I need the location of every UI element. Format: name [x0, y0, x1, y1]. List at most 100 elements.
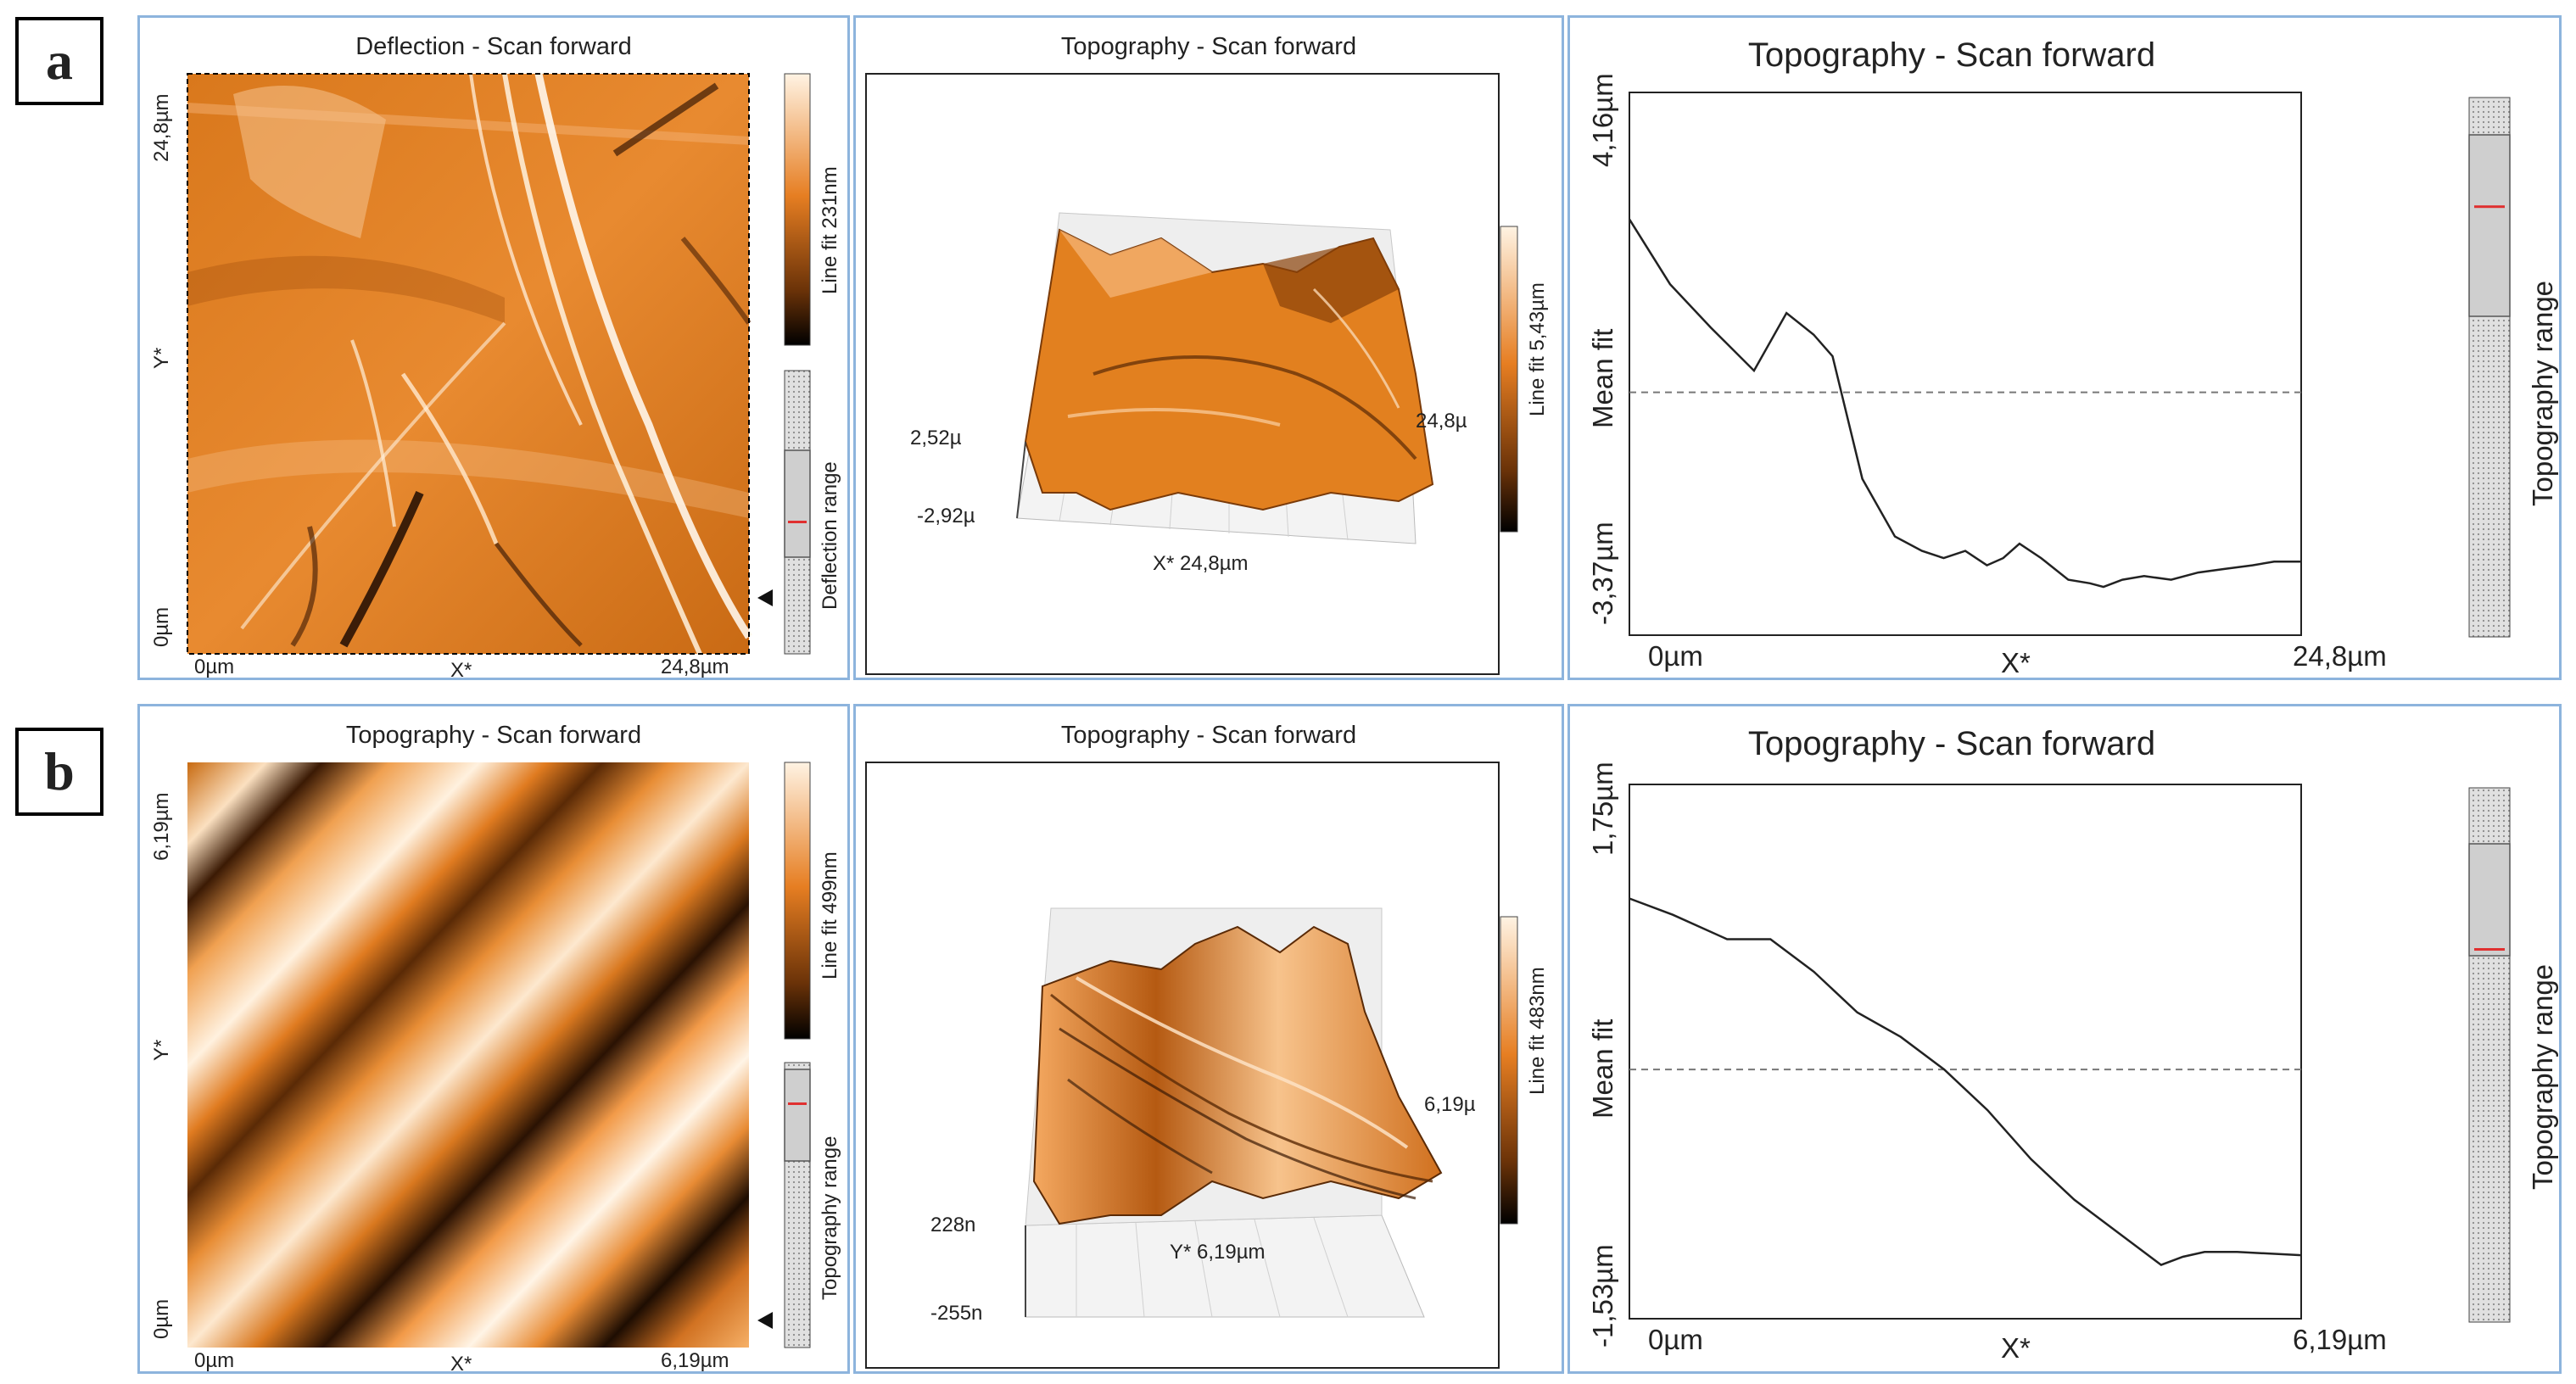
- colorbar: [784, 762, 811, 1040]
- x-axis-label: X*: [450, 659, 472, 680]
- x-left-label: 0µm: [1648, 1324, 1703, 1355]
- side-label: 24,8µ: [1416, 410, 1467, 432]
- range-pointer: [757, 1312, 773, 1329]
- range-label: Topography range: [2527, 280, 2558, 506]
- z-low-label: -255n: [930, 1302, 983, 1325]
- range-label: Topography range: [819, 1136, 841, 1300]
- range-window: [2468, 843, 2511, 957]
- 3d-ridge: [1075, 976, 1409, 1149]
- y-min-label: -1,53µm: [1587, 1244, 1618, 1348]
- x-left-label: 0µm: [1648, 640, 1703, 672]
- 3d-ridge: [1059, 1027, 1417, 1200]
- afm-ridge-a: [502, 73, 702, 656]
- chart-title: Topography - Scan forward: [1747, 725, 2156, 762]
- x-right-label: 6,19µm: [2293, 1324, 2387, 1355]
- afm-shadow-a: [290, 526, 318, 647]
- range-marker: [2474, 948, 2505, 951]
- y-top-label: 6,19µm: [150, 792, 173, 861]
- base-label: Y* 6,19µm: [1170, 1241, 1266, 1264]
- x-left-label: 0µm: [194, 1349, 235, 1372]
- 3d-ridge: [1312, 287, 1400, 409]
- afm-feature-a: [233, 86, 386, 238]
- chart-title: Topography - Scan forward: [1747, 36, 2156, 74]
- afm-ridge-a: [350, 339, 396, 527]
- y-min-label: -3,37µm: [1587, 522, 1618, 625]
- base-label: X* 24,8µm: [1153, 552, 1249, 575]
- colorbar-label: Line fit 231nm: [819, 166, 841, 294]
- afm-image-a-frame: [187, 73, 750, 655]
- topography-image-graphics: [187, 762, 811, 1348]
- afm-ridge-a: [469, 73, 583, 426]
- y-axis-label: Y*: [150, 347, 173, 369]
- panel-title: Topography - Scan forward: [1060, 33, 1357, 60]
- range-label: Topography range: [2527, 963, 2558, 1190]
- x-left-label: 0µm: [194, 656, 235, 678]
- deflection-image-panel-a: Deflection - Scan forward 24,8µm Y* 0µm …: [137, 15, 850, 680]
- y-max-label: 1,75µm: [1587, 762, 1618, 856]
- colorbar-label: Line fit 499nm: [819, 851, 841, 979]
- topography-image-panel-b: Topography - Scan forward 6,19µm Y* 0µm …: [137, 704, 850, 1374]
- x-right-label: 24,8µm: [2293, 640, 2387, 672]
- panel-title: Deflection - Scan forward: [355, 33, 632, 60]
- topography-3d-panel-a: Topography - Scan forward 2,52µ -2,92µ 2…: [853, 15, 1564, 680]
- 3d-surface-shade: [1263, 238, 1399, 323]
- afm-image-b: [187, 762, 749, 1348]
- 3d-ridge: [1067, 1078, 1213, 1175]
- plot-frame: [865, 73, 1500, 675]
- x-right-label: 24,8µm: [661, 656, 729, 678]
- 3d-surface-shade: [1059, 230, 1212, 298]
- x-axis-label: X*: [450, 1353, 472, 1374]
- 3d-surface: [1032, 925, 1443, 1225]
- afm-ridge-a: [240, 321, 506, 630]
- topography-3d-graphics: [865, 762, 1518, 1369]
- afm-feature-a: [187, 255, 505, 323]
- profile-chart-b: [1629, 784, 2511, 1323]
- topography-3d-graphics: [865, 73, 1518, 675]
- figure-label-a: a: [15, 17, 103, 105]
- plot-frame: [1629, 784, 2302, 1320]
- range-label: Deflection range: [819, 461, 841, 610]
- y-top-label: 24,8µm: [150, 93, 173, 162]
- y-bottom-label: 0µm: [150, 606, 173, 647]
- grid-base: [1025, 1214, 1425, 1318]
- afm-shadow-a: [680, 237, 752, 325]
- 3d-ridge: [1067, 408, 1281, 427]
- z-low-label: -2,92µ: [917, 505, 975, 527]
- x-axis-label: X*: [2001, 647, 2031, 678]
- range-window: [784, 449, 811, 558]
- plot-frame: [1629, 92, 2302, 636]
- range-marker: [788, 1102, 807, 1105]
- colorbar: [1500, 916, 1518, 1225]
- range-window: [784, 1069, 811, 1162]
- range-window: [2468, 134, 2511, 317]
- profile-chart-panel-a: Topography - Scan forward 4,16µm Mean fi…: [1567, 15, 2562, 680]
- range-pointer: [757, 589, 773, 606]
- 3d-ridge: [1092, 355, 1417, 460]
- plot-frame: [865, 762, 1500, 1369]
- y-bottom-label: 0µm: [150, 1298, 173, 1339]
- profile-series: [1628, 218, 2301, 589]
- range-marker: [788, 521, 807, 523]
- profile-chart-a: [1628, 92, 2511, 638]
- afm-feature-a: [187, 439, 749, 518]
- range-marker: [2474, 205, 2505, 209]
- y-max-label: 4,16µm: [1587, 73, 1618, 167]
- side-label: 6,19µ: [1424, 1093, 1476, 1116]
- afm-shadow-a: [495, 542, 583, 647]
- z-high-label: 2,52µ: [910, 427, 962, 449]
- colorbar-label: Line fit 483nm: [1526, 967, 1549, 1095]
- y-axis-label: Mean fit: [1587, 1018, 1618, 1119]
- deflection-image-graphics: [187, 73, 811, 656]
- x-axis-label: X*: [2001, 1332, 2031, 1364]
- afm-shadow-a: [339, 490, 424, 648]
- topography-3d-panel-b: Topography - Scan forward 228n -255n 6,1…: [853, 704, 1564, 1374]
- colorbar: [1500, 226, 1518, 533]
- profile-series: [1629, 897, 2302, 1267]
- profile-chart-panel-b: Topography - Scan forward 1,75µm Mean fi…: [1567, 704, 2562, 1374]
- afm-shadow-a: [612, 82, 719, 157]
- panel-title: Topography - Scan forward: [345, 722, 642, 749]
- afm-ridge-a: [400, 372, 499, 544]
- z-high-label: 228n: [930, 1214, 976, 1236]
- grid-lines: [1076, 1217, 1349, 1318]
- afm-ridge-a: [534, 73, 752, 639]
